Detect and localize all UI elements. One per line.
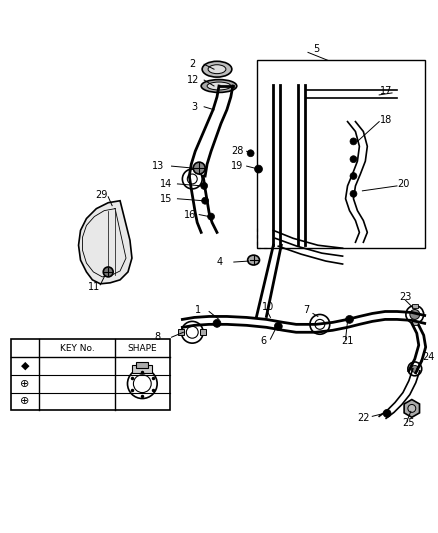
Text: 19: 19 — [231, 161, 243, 171]
Text: 11: 11 — [88, 282, 101, 292]
Circle shape — [346, 316, 353, 324]
Bar — [200, 329, 206, 335]
Circle shape — [208, 213, 215, 220]
Text: 3: 3 — [191, 102, 198, 112]
Text: 4: 4 — [217, 257, 223, 267]
Text: 16: 16 — [184, 209, 197, 220]
Circle shape — [201, 197, 208, 204]
Text: 20: 20 — [397, 179, 410, 189]
Circle shape — [411, 366, 418, 373]
Text: 13: 13 — [152, 161, 164, 171]
Circle shape — [410, 310, 420, 319]
Text: 21: 21 — [342, 336, 354, 346]
Text: 17: 17 — [380, 86, 392, 96]
Text: 29: 29 — [95, 190, 108, 200]
Bar — [412, 304, 418, 308]
Polygon shape — [78, 201, 132, 284]
Circle shape — [254, 165, 262, 173]
Ellipse shape — [207, 82, 231, 90]
Bar — [11, 339, 170, 410]
Text: 14: 14 — [159, 179, 172, 189]
Circle shape — [350, 173, 357, 180]
Text: ◆: ◆ — [21, 361, 29, 371]
Circle shape — [213, 319, 221, 327]
Bar — [412, 321, 418, 325]
Circle shape — [350, 138, 357, 145]
Text: 8: 8 — [155, 332, 161, 342]
Text: 6: 6 — [261, 336, 267, 346]
Ellipse shape — [201, 79, 237, 92]
Circle shape — [274, 322, 282, 330]
Circle shape — [247, 150, 254, 157]
Ellipse shape — [247, 255, 260, 265]
Text: 12: 12 — [187, 75, 200, 85]
Text: 5: 5 — [313, 44, 319, 54]
Circle shape — [201, 182, 208, 189]
Text: 28: 28 — [231, 146, 243, 156]
Circle shape — [193, 162, 205, 174]
Text: 2: 2 — [189, 59, 195, 69]
Text: 22: 22 — [357, 413, 370, 423]
Ellipse shape — [208, 64, 226, 74]
Text: 7: 7 — [303, 304, 309, 314]
Bar — [257, 60, 425, 248]
Text: 18: 18 — [380, 115, 392, 125]
Circle shape — [350, 156, 357, 163]
Bar — [132, 365, 152, 373]
Text: 1: 1 — [195, 304, 201, 314]
Text: SHAPE: SHAPE — [127, 344, 157, 353]
Circle shape — [383, 409, 391, 417]
Ellipse shape — [202, 61, 232, 77]
Text: 15: 15 — [159, 194, 172, 204]
Text: KEY No.: KEY No. — [60, 344, 95, 353]
Text: 23: 23 — [399, 292, 411, 302]
Text: 25: 25 — [402, 418, 414, 428]
Text: ⊕: ⊕ — [21, 379, 30, 389]
Bar — [136, 362, 148, 368]
Text: 10: 10 — [261, 302, 274, 312]
Circle shape — [103, 267, 113, 277]
Circle shape — [408, 405, 416, 413]
Text: 24: 24 — [423, 352, 435, 362]
Text: ⊕: ⊕ — [21, 397, 30, 407]
Circle shape — [350, 190, 357, 197]
Bar — [178, 329, 184, 335]
